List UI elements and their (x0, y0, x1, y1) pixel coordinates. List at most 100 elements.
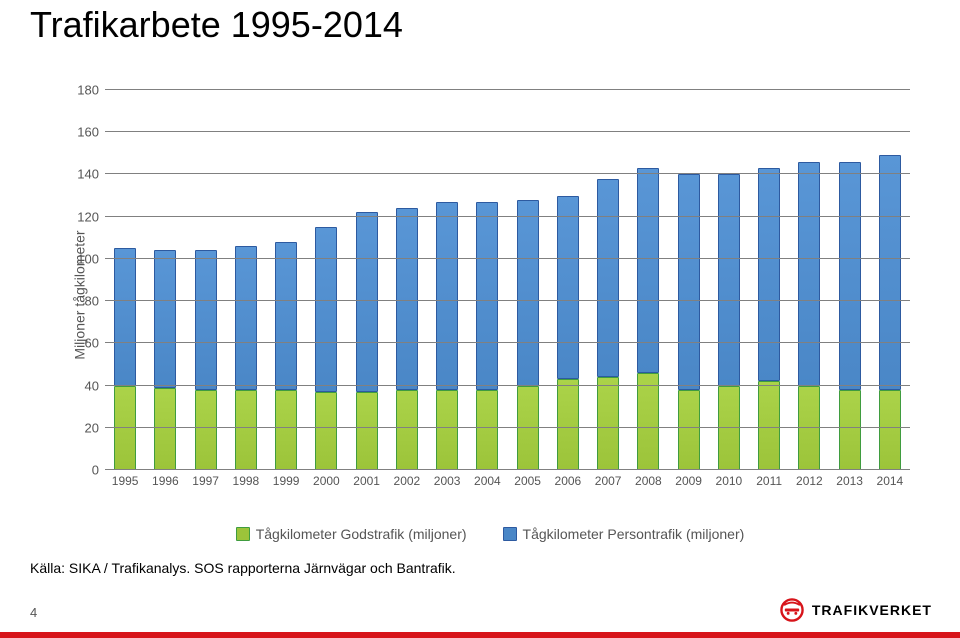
bar-slot: 2003 (427, 90, 467, 470)
x-tick-label: 1998 (233, 474, 260, 488)
brand-name: TRAFIKVERKET (812, 602, 932, 618)
gridline (105, 469, 910, 470)
x-tick-label: 2005 (514, 474, 541, 488)
legend-swatch (236, 527, 250, 541)
bar-segment-person (718, 174, 740, 385)
y-tick-label: 80 (85, 294, 99, 309)
bar-segment-gods (758, 381, 780, 470)
page-title: Trafikarbete 1995-2014 (0, 0, 960, 46)
page-number: 4 (30, 605, 37, 620)
bar-segment-person (476, 202, 498, 390)
y-tick-label: 160 (77, 125, 99, 140)
bar (678, 174, 700, 470)
x-tick-label: 1999 (273, 474, 300, 488)
bar-slot: 2013 (830, 90, 870, 470)
x-tick-label: 1996 (152, 474, 179, 488)
legend-swatch (503, 527, 517, 541)
bar-slot: 2006 (548, 90, 588, 470)
gridline (105, 173, 910, 174)
bar-slot: 2008 (628, 90, 668, 470)
bar-slot: 2010 (709, 90, 749, 470)
bar-segment-person (597, 179, 619, 377)
bar-segment-gods (557, 379, 579, 470)
bar-segment-person (356, 212, 378, 391)
bar-segment-person (315, 227, 337, 392)
y-tick-label: 20 (85, 420, 99, 435)
bar-segment-gods (678, 390, 700, 470)
bar-segment-person (275, 242, 297, 390)
bar-segment-gods (396, 390, 418, 470)
legend-item: Tågkilometer Persontrafik (miljoner) (503, 526, 745, 542)
bar-segment-gods (718, 386, 740, 470)
y-tick-label: 140 (77, 167, 99, 182)
bar (114, 248, 136, 470)
chart-container: Miljoner tågkilometer 199519961997199819… (70, 90, 910, 500)
bars-group: 1995199619971998199920002001200220032004… (105, 90, 910, 470)
bar-segment-person (557, 196, 579, 380)
bar-segment-gods (798, 386, 820, 470)
bar-segment-gods (195, 390, 217, 470)
bar-slot: 2011 (749, 90, 789, 470)
bar (839, 162, 861, 470)
bar-segment-person (396, 208, 418, 390)
bar-segment-person (436, 202, 458, 390)
bar-segment-gods (315, 392, 337, 470)
bar (436, 202, 458, 470)
bar (637, 168, 659, 470)
y-tick-label: 120 (77, 209, 99, 224)
x-tick-label: 2014 (877, 474, 904, 488)
legend-item: Tågkilometer Godstrafik (miljoner) (236, 526, 467, 542)
x-tick-label: 1995 (112, 474, 139, 488)
x-tick-label: 2009 (675, 474, 702, 488)
x-tick-label: 2007 (595, 474, 622, 488)
bar-segment-person (839, 162, 861, 390)
bar (195, 250, 217, 470)
bar-slot: 1996 (145, 90, 185, 470)
bar-segment-person (114, 248, 136, 385)
bar-slot: 2012 (789, 90, 829, 470)
gridline (105, 385, 910, 386)
legend: Tågkilometer Godstrafik (miljoner) Tågkil… (70, 526, 910, 542)
bar (235, 246, 257, 470)
bar (476, 202, 498, 470)
x-tick-label: 2004 (474, 474, 501, 488)
x-tick-label: 2006 (555, 474, 582, 488)
x-tick-label: 2012 (796, 474, 823, 488)
gridline (105, 131, 910, 132)
bar-segment-person (678, 174, 700, 389)
x-tick-label: 2010 (716, 474, 743, 488)
brand-logo-icon (780, 598, 804, 622)
bar-segment-gods (637, 373, 659, 470)
source-text: Källa: SIKA / Trafikanalys. SOS rapporte… (30, 560, 456, 576)
bar-slot: 1998 (226, 90, 266, 470)
bar-segment-person (517, 200, 539, 386)
x-tick-label: 1997 (192, 474, 219, 488)
bar-segment-gods (235, 390, 257, 470)
bar (356, 212, 378, 470)
x-tick-label: 2013 (836, 474, 863, 488)
bar-slot: 1999 (266, 90, 306, 470)
bar-slot: 2005 (508, 90, 548, 470)
gridline (105, 427, 910, 428)
bar-slot: 2001 (347, 90, 387, 470)
bar (275, 242, 297, 470)
x-tick-label: 2003 (434, 474, 461, 488)
bar (315, 227, 337, 470)
bar-segment-gods (597, 377, 619, 470)
footer-bar (0, 632, 960, 638)
y-tick-label: 60 (85, 336, 99, 351)
bar (879, 155, 901, 470)
plot-area: 1995199619971998199920002001200220032004… (105, 90, 910, 470)
bar-segment-gods (275, 390, 297, 470)
bar (718, 174, 740, 470)
bar-slot: 1997 (186, 90, 226, 470)
bar-segment-person (154, 250, 176, 387)
bar-segment-gods (114, 386, 136, 470)
gridline (105, 89, 910, 90)
bar-slot: 2014 (870, 90, 910, 470)
x-tick-label: 2001 (353, 474, 380, 488)
x-tick-label: 2011 (756, 474, 782, 488)
bar-segment-gods (154, 388, 176, 470)
bar-slot: 2004 (467, 90, 507, 470)
bar-segment-gods (879, 390, 901, 470)
